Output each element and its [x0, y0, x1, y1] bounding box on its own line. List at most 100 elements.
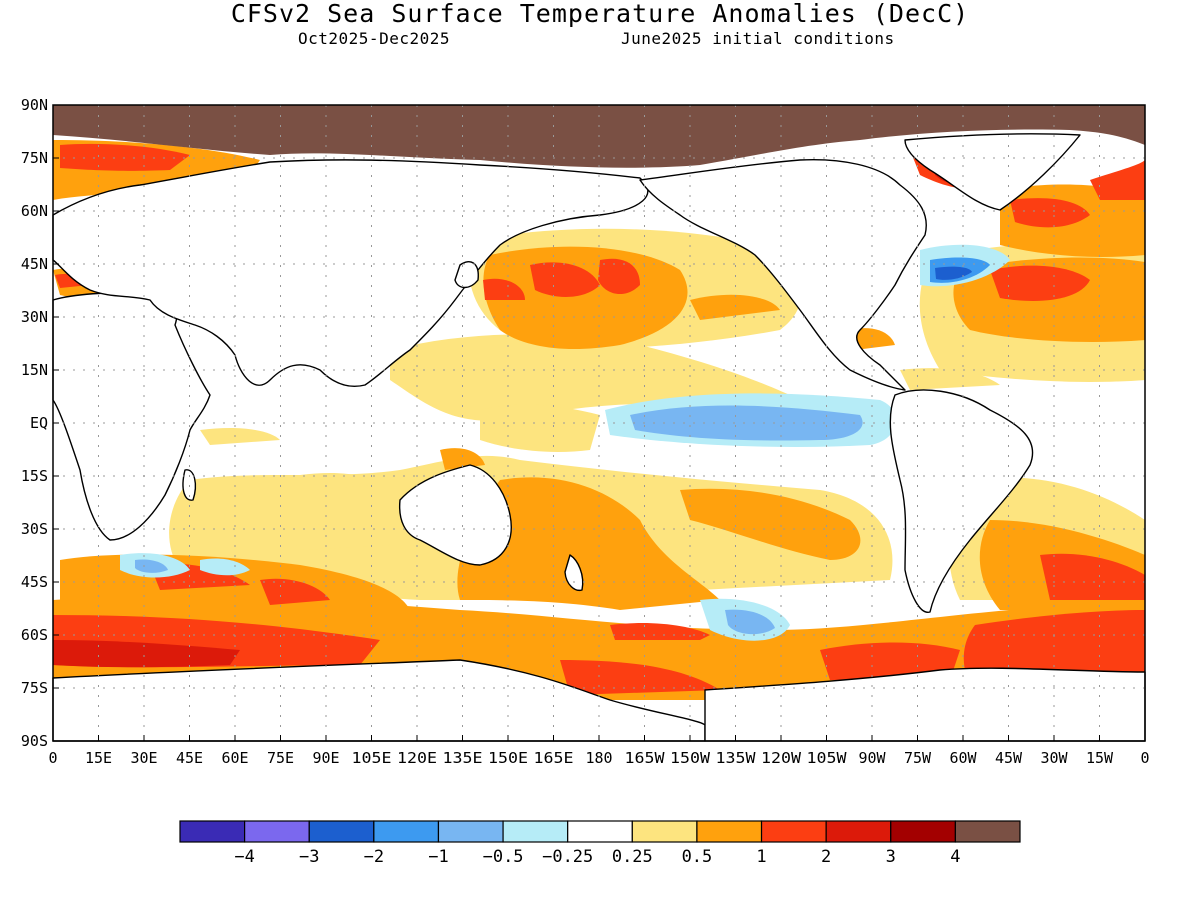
eurasia	[52, 159, 649, 387]
anomaly-region	[480, 404, 600, 452]
colorbar-label: −3	[299, 847, 319, 867]
anomaly-region	[1010, 198, 1090, 228]
greenland	[904, 133, 1081, 211]
colorbar-label: 2	[821, 847, 831, 867]
longitude-tick-label: 120E	[397, 749, 437, 767]
antarctica-east	[704, 667, 1146, 742]
longitude-tick-label: 180	[585, 749, 612, 767]
latitude-tick-label: 45S	[21, 573, 48, 591]
colorbar-label: 4	[950, 847, 960, 867]
colorbar-label: −4	[234, 847, 254, 867]
colorbar-label: −0.5	[483, 847, 524, 867]
anomaly-region	[680, 488, 861, 560]
colorbar-swatch	[954, 820, 1021, 843]
longitude-tick-label: 45W	[995, 749, 1023, 767]
longitude-tick-label: 165W	[625, 749, 666, 767]
longitude-tick-label: 165E	[534, 749, 574, 767]
anomaly-region	[200, 428, 280, 445]
anomaly-region	[990, 265, 1090, 301]
longitude-tick-label: 0	[48, 749, 57, 767]
anomaly-region	[457, 477, 720, 610]
australia	[398, 464, 512, 566]
longitude-tick-label: 105E	[352, 749, 392, 767]
latitude-tick-label: 90S	[21, 732, 48, 750]
longitude-tick-label: 135W	[716, 749, 757, 767]
latitude-tick-label: 75N	[21, 149, 48, 167]
latitude-tick-label: 45N	[21, 255, 48, 273]
longitude-tick-label: 0	[1140, 749, 1149, 767]
colorbar-swatch	[308, 820, 375, 843]
anomaly-region	[1040, 553, 1145, 600]
latitude-tick-label: 15S	[21, 467, 48, 485]
colorbar-swatch	[437, 820, 504, 843]
colorbar-swatch	[631, 820, 698, 843]
anomaly-region	[725, 609, 775, 635]
colorbar-swatch	[502, 820, 569, 843]
longitude-tick-label: 60E	[221, 749, 248, 767]
colorbar-label: 3	[886, 847, 896, 867]
colorbar-labels: −4 −3 −2 −1 −0.5 −0.25 0.25 0.5 1 2 3 4	[234, 847, 960, 867]
colorbar-label: 0.25	[612, 847, 653, 867]
anomaly-region	[598, 258, 640, 295]
colorbar-swatch	[373, 820, 440, 843]
latitude-tick-label: 60N	[21, 202, 48, 220]
colorbar-label: 1	[756, 847, 766, 867]
colorbar-label: −1	[428, 847, 448, 867]
longitude-tick-label: 105W	[807, 749, 848, 767]
anomaly-region	[280, 523, 390, 550]
colorbar-swatch	[696, 820, 763, 843]
colorbar-label: 0.5	[682, 847, 713, 867]
colorbar-swatch	[825, 820, 892, 843]
anomaly-region	[630, 405, 863, 441]
new-zealand	[564, 554, 584, 592]
longitude-tick-label: 15E	[85, 749, 112, 767]
anomaly-region	[60, 143, 190, 171]
anomaly-region	[440, 448, 485, 470]
longitude-tick-label: 90E	[312, 749, 339, 767]
colorbar-swatch	[760, 820, 827, 843]
graticule	[53, 105, 1145, 741]
colorbar-swatch	[244, 820, 310, 843]
longitude-tick-label: 135E	[443, 749, 483, 767]
anomaly-region	[483, 278, 525, 300]
anomaly-region	[300, 473, 380, 490]
latitude-tick-label: 90N	[21, 96, 48, 114]
colorbar-swatch	[890, 820, 956, 843]
longitude-tick-label: 60W	[949, 749, 977, 767]
longitude-tick-label: 150E	[488, 749, 528, 767]
north-america	[639, 158, 927, 391]
longitude-tick-label: 15W	[1086, 749, 1114, 767]
anomaly-region	[850, 328, 895, 350]
forecast-period: Oct2025-Dec2025	[298, 29, 450, 48]
anomaly-region	[200, 558, 250, 576]
colorbar	[179, 820, 1021, 843]
longitude-tick-label: 120W	[761, 749, 802, 767]
latitude-tick-label: 30S	[21, 520, 48, 538]
longitude-tick-label: 75E	[267, 749, 294, 767]
latitude-ticks: 90N 75N 60N 45N 30N 15N EQ 15S 30S 45S 60S 75S 90S	[21, 96, 59, 750]
anomaly-region	[53, 640, 240, 668]
latitude-tick-label: EQ	[30, 414, 48, 432]
longitude-tick-label: 150W	[670, 749, 711, 767]
map-title: CFSv2 Sea Surface Temperature Anomalies …	[230, 0, 970, 28]
longitude-tick-label: 30W	[1040, 749, 1068, 767]
latitude-tick-label: 60S	[21, 626, 48, 644]
anomaly-region	[1090, 160, 1145, 200]
latitude-tick-label: 75S	[21, 679, 48, 697]
anomaly-region	[135, 559, 168, 573]
longitude-tick-label: 30E	[130, 749, 157, 767]
continents	[52, 133, 1146, 742]
colorbar-label: −2	[364, 847, 384, 867]
initial-conditions: June2025 initial conditions	[621, 29, 895, 48]
colorbar-swatch	[179, 820, 246, 843]
colorbar-swatch	[567, 820, 633, 843]
anomaly-region	[260, 578, 330, 605]
colorbar-label: −0.25	[542, 847, 593, 867]
south-america	[889, 389, 1034, 613]
anomaly-region	[530, 262, 600, 297]
japan	[454, 261, 479, 289]
longitude-tick-label: 45E	[176, 749, 203, 767]
anomaly-region	[610, 623, 710, 640]
antarctica	[52, 659, 706, 742]
